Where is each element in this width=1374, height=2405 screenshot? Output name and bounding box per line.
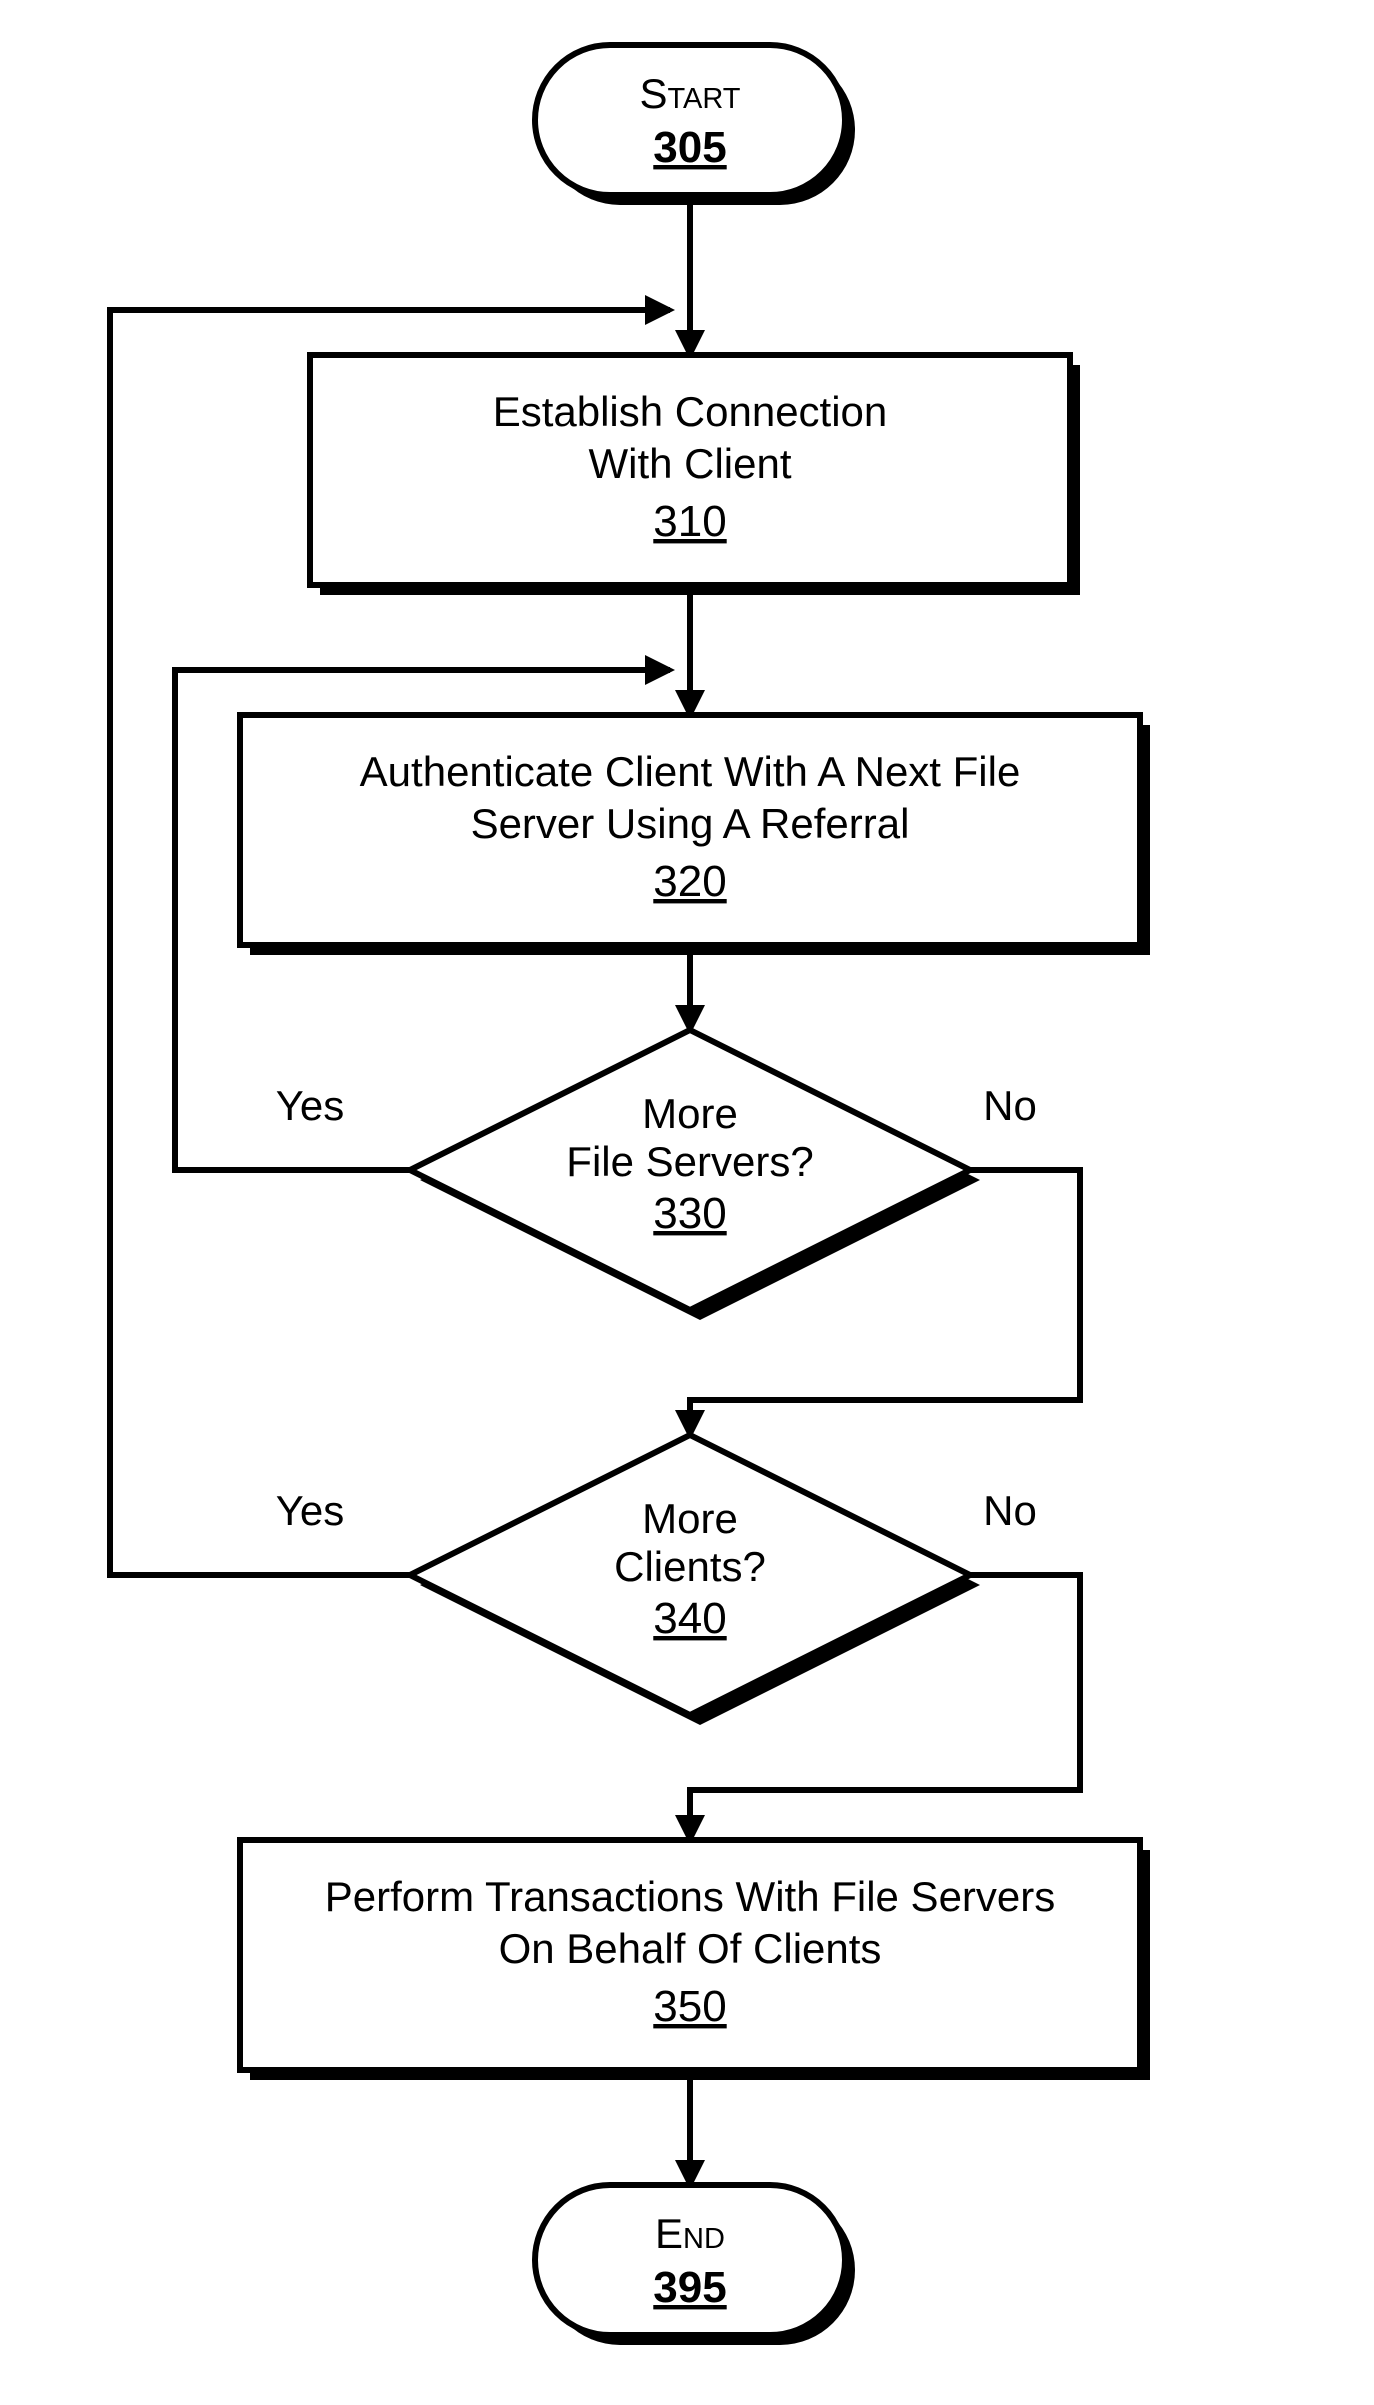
n330-ref: 330 [653,1189,726,1238]
start-shape [535,45,845,195]
n320-ref: 320 [653,857,726,906]
end-ref: 395 [653,2263,726,2312]
n340-ref: 340 [653,1594,726,1643]
n350-line-1: On Behalf Of Clients [499,1925,882,1972]
n340-line-1: Clients? [614,1543,766,1590]
n320-line-0: Authenticate Client With A Next File [360,748,1021,795]
n320-line-1: Server Using A Referral [471,800,910,847]
end-shape [535,2185,845,2335]
e-340-350no-label: No [983,1487,1037,1534]
n330-line-1: File Servers? [566,1138,813,1185]
e-330-yes-label: Yes [276,1082,345,1129]
n310-ref: 310 [653,497,726,546]
n310-line-0: Establish Connection [493,388,888,435]
n340-line-0: More [642,1495,738,1542]
n350-ref: 350 [653,1982,726,2031]
n350-line-0: Perform Transactions With File Servers [325,1873,1056,1920]
n330-line-0: More [642,1090,738,1137]
start-label: Start [639,70,740,117]
e-330-340no-label: No [983,1082,1037,1129]
start-ref: 305 [653,123,726,172]
end-label: End [655,2210,725,2257]
n310-line-1: With Client [588,440,791,487]
e-340-yes-label: Yes [276,1487,345,1534]
